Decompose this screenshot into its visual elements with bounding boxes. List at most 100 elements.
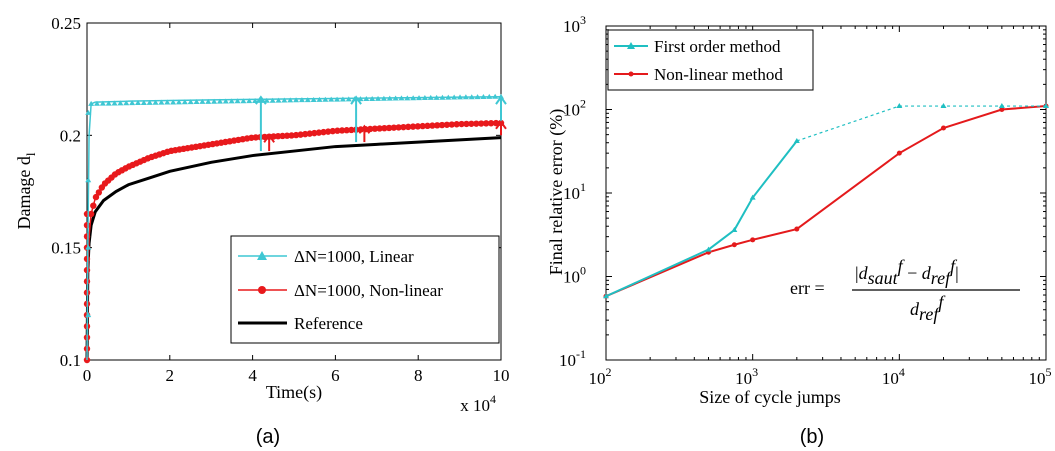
chart-a-nonlinear-marker: [482, 120, 490, 127]
chart-a-linear-marker: [140, 99, 147, 105]
chart-a-linear-marker: [369, 95, 376, 101]
chart-b-ytick-base: 10: [563, 184, 580, 203]
chart-a-linear-marker: [293, 97, 300, 103]
chart-a-linear-marker: [316, 96, 323, 102]
chart-b-point-1: [794, 226, 800, 232]
chart-a-linear-marker: [287, 97, 294, 103]
chart-b-xtick-base: 10: [882, 369, 899, 388]
chart-a-linear-marker: [380, 95, 387, 101]
chart-a-ytick-label: 0.15: [51, 239, 81, 258]
chart-a-nonlinear-marker: [343, 127, 350, 134]
chart-a-linear-marker: [246, 98, 253, 104]
chart-a-linear-marker: [416, 95, 423, 101]
legend-nonlinear-label: ΔN=1000, Non-linear: [294, 281, 443, 300]
chart-b-point-1: [999, 107, 1005, 112]
chart-a-nonlinear-marker: [414, 123, 422, 130]
chart-a-linear-marker: [410, 95, 417, 101]
chart-a-linear-marker: [298, 97, 305, 103]
chart-a-nonlinear-marker: [453, 121, 460, 128]
chart-a-linear-marker: [85, 312, 92, 318]
chart-b-xtick-label: 103: [735, 365, 758, 388]
chart-a-nonlinear-marker: [419, 122, 426, 130]
chart-a-linear-marker: [85, 177, 92, 183]
chart-b-ytick-exp: 0: [580, 264, 586, 278]
chart-a-nonlinear-marker: [429, 122, 436, 129]
chart-a-linear-marker: [345, 96, 352, 102]
chart-a-nonlinear-marker: [376, 125, 383, 132]
chart-b-point-1: [940, 125, 946, 131]
chart-b-series-dashed-0: [796, 105, 1046, 142]
chart-b-ytick-label: 102: [563, 97, 586, 120]
chart-a-ytick-label: 0.2: [60, 126, 81, 145]
chart-a-nonlinear-marker: [463, 120, 470, 128]
chart-a-arrow-head: [495, 95, 507, 105]
chart-b-point-1: [731, 242, 737, 248]
chart-a-nonlinear-marker: [478, 120, 485, 127]
chart-a-nonlinear-marker: [83, 233, 91, 240]
chart-a-linear-marker: [234, 98, 241, 104]
chart-b-ytick-exp: 2: [580, 97, 586, 111]
chart-a-linear-marker: [263, 97, 270, 103]
chart-a-ytick-label: 0.25: [51, 14, 81, 33]
chart-b-xtick-exp: 5: [1046, 365, 1052, 379]
chart-a-nonlinear-marker: [371, 125, 379, 132]
chart-a-linear-marker: [363, 96, 370, 102]
chart-b-point-0: [998, 103, 1005, 109]
chart-b-ytick-label: 101: [563, 180, 586, 203]
chart-a-linear-marker: [339, 96, 346, 102]
chart-a-ticks: 0 2 4 6 8 10 0.1 0.15 0.2 0.25: [51, 14, 509, 385]
chart-a-nonlinear-marker: [320, 128, 327, 136]
chart-a-xtick-label: 0: [83, 366, 92, 385]
chart-a-nonlinear-marker: [390, 124, 398, 131]
chart-a-nonlinear-marker: [400, 123, 407, 131]
chart-a-linear-marker: [211, 98, 218, 104]
chart-a-series-line-2: [85, 136, 502, 361]
legend-reference-label: Reference: [294, 314, 363, 333]
chart-a-linear-marker: [433, 94, 440, 100]
chart-a-linear-marker: [216, 98, 223, 104]
chart-a-nonlinear-marker: [458, 120, 465, 128]
chart-a-linear-marker: [99, 100, 106, 106]
chart-a-linear-marker: [187, 99, 194, 105]
chart-a-linear-marker: [427, 94, 434, 100]
chart-a-linear-marker: [386, 95, 393, 101]
chart-a-nonlinear-marker: [283, 132, 291, 139]
chart-b-series-line-0: [605, 140, 798, 298]
chart-b-series: [603, 103, 1049, 299]
chart-a-linear-marker: [398, 95, 405, 101]
chart-a-nonlinear-marker: [92, 193, 100, 201]
legend-linear-label: ΔN=1000, Linear: [294, 247, 414, 266]
chart-b-xtick-label: 105: [1029, 365, 1052, 388]
chart-b-point-1: [896, 150, 902, 156]
legend-nonlinear-marker: [258, 286, 266, 294]
chart-a-linear-marker: [205, 98, 212, 104]
chart-a-nonlinear-marker: [90, 202, 97, 209]
chart-a-linear-marker: [158, 99, 165, 105]
legend-first-order-label: First order method: [654, 37, 781, 56]
chart-b-ytick-base: 10: [563, 17, 580, 36]
chart-a-linear-marker: [404, 95, 411, 101]
chart-a-xtick-label: 4: [248, 366, 257, 385]
chart-a-nonlinear-marker: [438, 121, 446, 129]
chart-a-linear-marker: [486, 93, 493, 99]
chart-a-linear-marker: [146, 99, 153, 105]
chart-b-xtick-label: 102: [589, 365, 612, 388]
chart-a-linear-marker: [275, 97, 282, 103]
chart-a-linear-marker: [93, 100, 100, 106]
chart-a-linear-marker: [304, 97, 311, 103]
chart-a-frame: [86, 22, 502, 361]
chart-a-linear-marker: [175, 99, 182, 105]
chart-a-arrow-head: [263, 133, 275, 143]
legend-first-order-marker: [627, 42, 635, 49]
chart-b-point-0: [1043, 103, 1049, 109]
chart-a-series-line-0: [86, 95, 502, 361]
chart-a-nonlinear-marker: [473, 120, 480, 127]
chart-a-nonlinear-marker: [424, 122, 431, 130]
chart-a-linear-marker: [181, 99, 188, 105]
chart-b-legend: First order method Non-linear method: [607, 29, 814, 91]
chart-b-xtick-exp: 4: [899, 365, 905, 379]
chart-a-nonlinear-marker: [409, 123, 417, 130]
chart-b-point-1: [750, 237, 756, 243]
